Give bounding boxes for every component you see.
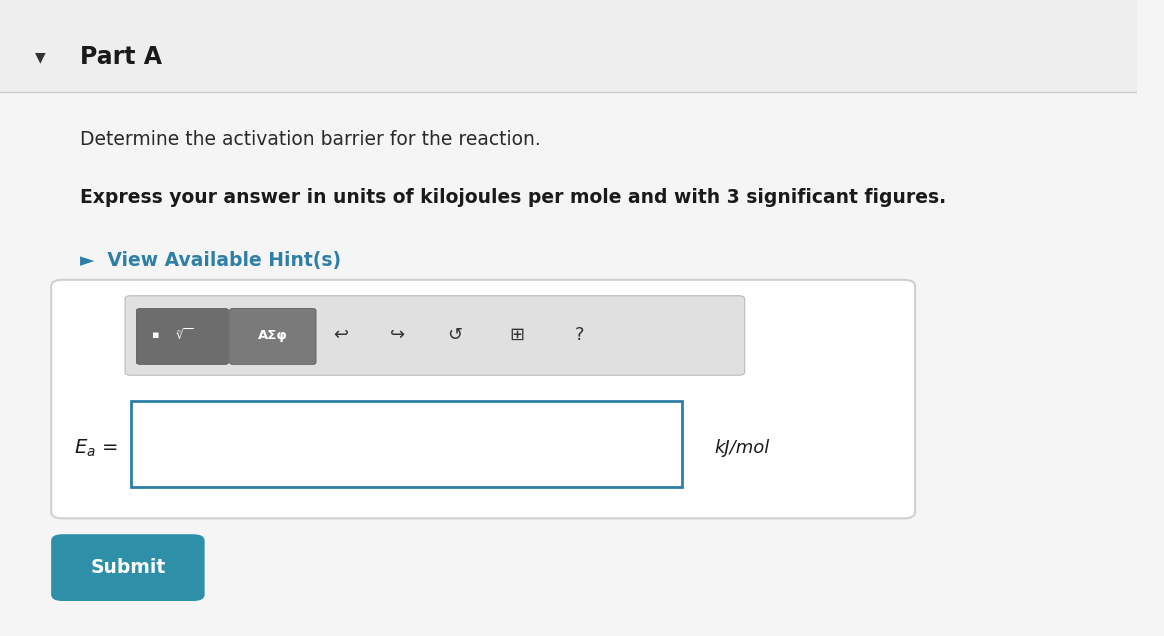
FancyBboxPatch shape: [229, 308, 317, 364]
Text: ▪: ▪: [152, 330, 159, 340]
FancyBboxPatch shape: [51, 280, 915, 518]
Text: Submit: Submit: [91, 558, 165, 577]
Text: ►  View Available Hint(s): ► View Available Hint(s): [79, 251, 341, 270]
FancyBboxPatch shape: [136, 308, 228, 364]
Text: ⊞: ⊞: [510, 326, 525, 344]
Text: ↺: ↺: [447, 326, 462, 344]
Text: Part A: Part A: [79, 45, 162, 69]
FancyBboxPatch shape: [0, 0, 1137, 92]
Text: kJ/mol: kJ/mol: [714, 439, 769, 457]
Text: ?: ?: [575, 326, 584, 344]
Text: AΣφ: AΣφ: [258, 329, 288, 342]
Text: $E_a$ =: $E_a$ =: [73, 438, 118, 459]
Text: ↩: ↩: [333, 326, 348, 344]
Text: Express your answer in units of kilojoules per mole and with 3 significant figur: Express your answer in units of kilojoul…: [79, 188, 945, 207]
Text: Determine the activation barrier for the reaction.: Determine the activation barrier for the…: [79, 130, 540, 149]
Text: $\sqrt[n]{\ }$: $\sqrt[n]{\ }$: [176, 328, 193, 343]
FancyBboxPatch shape: [130, 401, 682, 487]
FancyBboxPatch shape: [51, 534, 205, 601]
Text: ↪: ↪: [390, 326, 405, 344]
FancyBboxPatch shape: [125, 296, 745, 375]
Text: ▼: ▼: [35, 50, 45, 64]
